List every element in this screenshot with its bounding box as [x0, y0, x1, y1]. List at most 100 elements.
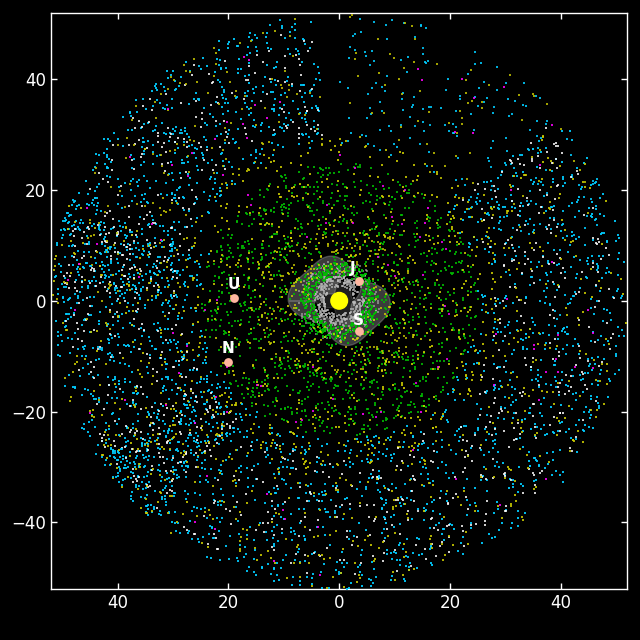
Point: [312, 273, 323, 283]
Point: [464, 195, 474, 205]
Point: [222, 428, 232, 438]
Point: [200, 355, 211, 365]
Point: [159, 242, 169, 252]
Point: [539, 392, 549, 403]
Point: [216, 513, 227, 524]
Point: [457, 357, 467, 367]
Point: [595, 209, 605, 219]
Point: [506, 206, 516, 216]
Point: [297, 92, 307, 102]
Point: [152, 257, 162, 267]
Point: [281, 479, 291, 490]
Point: [398, 355, 408, 365]
Point: [206, 155, 216, 165]
Point: [87, 221, 97, 231]
Point: [161, 385, 171, 396]
Point: [310, 314, 321, 324]
Point: [185, 364, 195, 374]
Point: [212, 429, 223, 440]
Point: [303, 281, 313, 291]
Point: [347, 540, 357, 550]
Point: [337, 324, 347, 334]
Point: [307, 284, 317, 294]
Point: [290, 314, 300, 324]
Point: [416, 391, 426, 401]
Point: [76, 215, 86, 225]
Point: [166, 528, 176, 538]
Point: [137, 141, 147, 152]
Point: [303, 311, 313, 321]
Point: [250, 542, 260, 552]
Point: [329, 328, 339, 339]
Point: [397, 90, 408, 100]
Point: [265, 420, 275, 430]
Point: [244, 248, 254, 259]
Point: [360, 316, 370, 326]
Point: [360, 358, 371, 369]
Point: [132, 484, 143, 494]
Point: [358, 298, 368, 308]
Point: [159, 235, 169, 245]
Point: [303, 275, 313, 285]
Point: [352, 346, 362, 356]
Point: [330, 422, 340, 432]
Point: [340, 182, 351, 192]
Point: [388, 380, 398, 390]
Point: [383, 121, 394, 131]
Point: [371, 305, 381, 315]
Point: [449, 204, 460, 214]
Point: [178, 302, 188, 312]
Point: [387, 554, 397, 564]
Point: [356, 325, 366, 335]
Point: [529, 340, 539, 350]
Point: [488, 254, 499, 264]
Point: [292, 363, 302, 373]
Point: [192, 397, 202, 407]
Point: [366, 326, 376, 336]
Point: [536, 372, 546, 383]
Point: [68, 252, 79, 262]
Point: [477, 472, 488, 482]
Point: [256, 298, 266, 308]
Point: [230, 91, 240, 101]
Point: [116, 274, 126, 284]
Point: [164, 296, 174, 307]
Point: [453, 374, 463, 385]
Point: [548, 202, 559, 212]
Point: [230, 269, 241, 279]
Point: [60, 212, 70, 223]
Point: [302, 568, 312, 578]
Point: [157, 346, 167, 356]
Point: [315, 192, 325, 202]
Point: [372, 344, 383, 355]
Point: [558, 172, 568, 182]
Point: [499, 362, 509, 372]
Point: [417, 282, 427, 292]
Point: [198, 399, 209, 409]
Point: [121, 441, 131, 451]
Point: [351, 310, 361, 321]
Point: [550, 334, 561, 344]
Point: [454, 239, 464, 249]
Point: [481, 300, 491, 310]
Point: [312, 186, 322, 196]
Point: [219, 266, 229, 276]
Point: [75, 225, 85, 236]
Point: [185, 516, 195, 527]
Point: [524, 447, 534, 457]
Point: [406, 179, 417, 189]
Point: [72, 222, 83, 232]
Point: [392, 566, 402, 577]
Point: [189, 241, 199, 252]
Point: [335, 319, 345, 329]
Point: [355, 249, 365, 259]
Point: [484, 241, 495, 252]
Point: [410, 421, 420, 431]
Point: [304, 283, 314, 293]
Point: [109, 221, 119, 232]
Point: [285, 115, 296, 125]
Point: [392, 404, 402, 415]
Point: [580, 288, 591, 298]
Point: [180, 449, 191, 459]
Point: [365, 349, 375, 360]
